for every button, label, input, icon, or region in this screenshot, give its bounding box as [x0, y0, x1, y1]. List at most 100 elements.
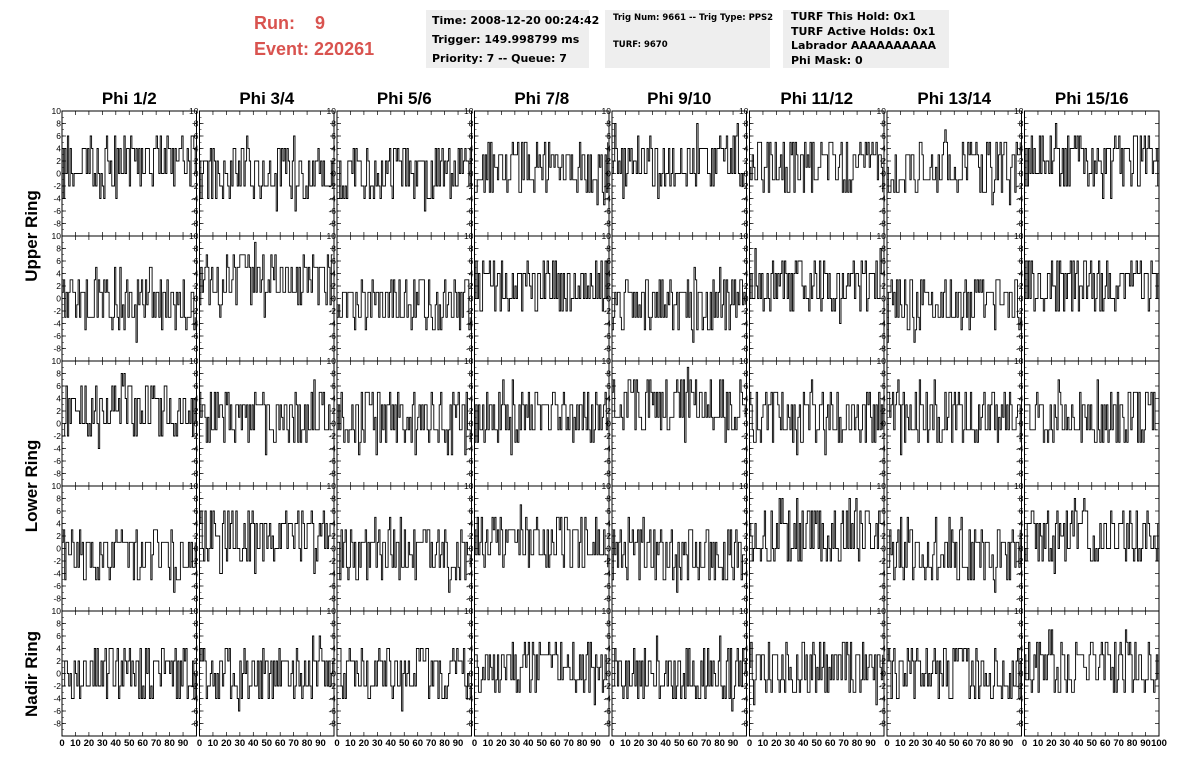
y-tick-label: -6: [603, 706, 611, 716]
y-tick-label: 6: [606, 506, 611, 516]
y-tick-label: 6: [1019, 631, 1024, 641]
y-tick-label: 10: [877, 231, 887, 241]
y-tick-label: 6: [881, 631, 886, 641]
phi-mask-text: Phi Mask: 0: [791, 53, 863, 67]
x-tick-label: 40: [1073, 738, 1084, 749]
y-tick-label: -8: [466, 219, 474, 229]
trig-info-box: Trig Num: 9661 -- Trig Type: PPS2 TURF: …: [605, 10, 773, 68]
turf-text: TURF: 9670: [613, 40, 668, 50]
panel-frame: [886, 235, 1022, 362]
y-tick-label: 2: [881, 656, 886, 666]
turf-info-box: TURF This Hold: 0x1 TURF Active Holds: 0…: [783, 10, 949, 68]
y-tick-label: 2: [56, 656, 61, 666]
y-tick-label: 2: [56, 531, 61, 541]
y-tick-label: -6: [878, 581, 886, 591]
waveform-panel: -8 -6 -4 -2 0 2 4 6 8 10: [189, 231, 335, 362]
column-title: Phi 1/2: [102, 89, 157, 108]
x-tick-label: 90: [590, 738, 601, 749]
y-tick-label: 10: [52, 106, 62, 116]
y-tick-label: 6: [194, 631, 199, 641]
y-tick-label: 4: [606, 519, 611, 529]
x-tick-label: 60: [962, 738, 973, 749]
y-tick-label: 6: [881, 381, 886, 391]
y-tick-label: 2: [1019, 656, 1024, 666]
waveform-panel: -8 -6 -4 -2 0 2 4 6 8 10: [739, 481, 885, 612]
x-tick-label: 90: [865, 738, 876, 749]
y-tick-label: -8: [191, 469, 199, 479]
x-tick-label: 40: [936, 738, 947, 749]
y-tick-label: -4: [878, 569, 886, 579]
y-tick-label: -2: [1016, 431, 1024, 441]
y-tick-label: -6: [53, 706, 61, 716]
y-tick-label: 4: [606, 269, 611, 279]
y-tick-label: 0: [1019, 169, 1024, 179]
y-tick-label: 8: [331, 494, 336, 504]
x-tick-label: 0: [472, 738, 477, 749]
y-tick-label: -6: [741, 706, 749, 716]
y-tick-label: -2: [191, 681, 199, 691]
y-tick-label: 0: [56, 169, 61, 179]
waveform-panel: -8 -6 -4 -2 0 2 4 6 8 10: [52, 356, 197, 487]
y-tick-label: -2: [878, 181, 886, 191]
y-tick-label: 2: [194, 281, 199, 291]
x-tick-label: 30: [647, 738, 658, 749]
y-tick-label: -4: [466, 569, 474, 579]
y-tick-label: 10: [1014, 106, 1024, 116]
y-tick-label: 6: [606, 256, 611, 266]
y-tick-label: -8: [603, 344, 611, 354]
y-tick-label: 0: [331, 294, 336, 304]
x-tick-label: 30: [922, 738, 933, 749]
waveform-panel: -8 -6 -4 -2 0 2 4 6 8 10: [877, 231, 1022, 362]
y-tick-label: 8: [331, 369, 336, 379]
y-tick-label: 10: [1014, 481, 1024, 491]
y-tick-label: -6: [191, 206, 199, 216]
y-tick-label: -6: [1016, 456, 1024, 466]
y-tick-label: -8: [53, 344, 61, 354]
y-tick-label: 4: [744, 519, 749, 529]
y-tick-label: -8: [53, 219, 61, 229]
waveform-panel: -8 -6 -4 -2 0 2 4 6 8 10: [739, 231, 885, 362]
y-tick-label: -2: [53, 681, 61, 691]
y-tick-label: 4: [1019, 269, 1024, 279]
x-tick-label: 80: [714, 738, 725, 749]
y-tick-label: 2: [331, 406, 336, 416]
y-tick-label: 2: [1019, 156, 1024, 166]
y-tick-label: -2: [191, 431, 199, 441]
waveform-trace: [749, 379, 884, 456]
y-tick-label: -8: [603, 219, 611, 229]
waveform-trace: [749, 248, 883, 324]
y-tick-label: 4: [56, 394, 61, 404]
y-tick-label: 2: [469, 156, 474, 166]
y-tick-label: 0: [331, 169, 336, 179]
y-tick-label: -4: [191, 194, 199, 204]
y-tick-label: 4: [881, 144, 886, 154]
y-tick-label: -4: [328, 694, 336, 704]
y-tick-label: 2: [606, 406, 611, 416]
y-tick-label: -6: [878, 706, 886, 716]
y-tick-label: 8: [331, 119, 336, 129]
y-tick-label: -2: [1016, 306, 1024, 316]
waveform-trace: [474, 141, 609, 206]
y-tick-label: -6: [328, 206, 336, 216]
y-tick-label: 8: [194, 494, 199, 504]
waveform-panel: -8 -6 -4 -2 0 2 4 6 8 10: [52, 106, 197, 237]
y-tick-label: -4: [1016, 569, 1024, 579]
y-tick-label: -6: [741, 581, 749, 591]
waveform-trace: [199, 241, 333, 318]
x-tick-label: 30: [235, 738, 246, 749]
y-tick-label: 0: [744, 419, 749, 429]
y-tick-label: 6: [469, 381, 474, 391]
y-tick-label: 6: [331, 256, 336, 266]
y-tick-label: 4: [194, 644, 199, 654]
y-tick-label: -4: [328, 444, 336, 454]
y-tick-label: 10: [52, 231, 62, 241]
y-tick-label: 10: [464, 231, 474, 241]
event-value: 220261: [314, 39, 375, 59]
y-tick-label: -4: [603, 569, 611, 579]
x-tick-label: 50: [124, 738, 135, 749]
x-tick-label: 40: [386, 738, 397, 749]
y-tick-label: -4: [191, 444, 199, 454]
y-tick-label: -6: [466, 706, 474, 716]
